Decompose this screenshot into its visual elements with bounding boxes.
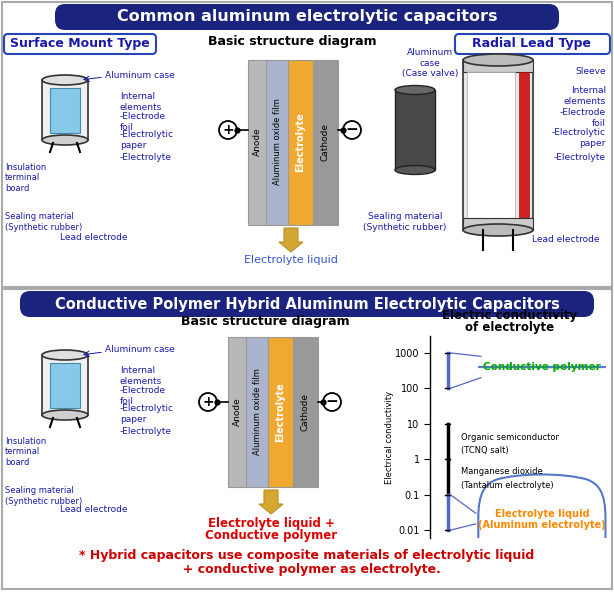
Text: Conductive polymer: Conductive polymer: [205, 529, 337, 542]
FancyBboxPatch shape: [4, 34, 156, 54]
Ellipse shape: [42, 410, 88, 420]
Text: Electrolyte liquid +: Electrolyte liquid +: [208, 516, 335, 529]
Text: Sleeve: Sleeve: [575, 67, 606, 76]
Text: Electrolyte: Electrolyte: [295, 112, 305, 172]
Ellipse shape: [463, 54, 533, 66]
Text: -Electrolyte: -Electrolyte: [554, 153, 606, 162]
Text: Insulation
terminal
board: Insulation terminal board: [5, 437, 46, 467]
Text: -Electrolyte: -Electrolyte: [120, 426, 172, 436]
Text: -Electrolytic
paper: -Electrolytic paper: [552, 128, 606, 147]
Ellipse shape: [395, 166, 435, 175]
Text: Electrolyte liquid: Electrolyte liquid: [244, 255, 338, 265]
Text: +: +: [222, 123, 234, 137]
Text: -Electrode
foil: -Electrode foil: [120, 112, 166, 131]
Text: Cathode: Cathode: [300, 393, 309, 431]
Text: Radial Lead Type: Radial Lead Type: [473, 37, 591, 50]
Text: -Electrolytic
paper: -Electrolytic paper: [120, 130, 174, 150]
Bar: [395, 90, 435, 170]
Text: −: −: [325, 394, 338, 410]
Bar: [42, 355, 88, 415]
Text: Common aluminum electrolytic capacitors: Common aluminum electrolytic capacitors: [117, 9, 497, 24]
Text: Aluminum
case
(Case valve): Aluminum case (Case valve): [402, 48, 458, 78]
Text: −: −: [346, 123, 359, 137]
Text: Internal
elements: Internal elements: [120, 92, 162, 112]
Y-axis label: Electrical conductivity: Electrical conductivity: [385, 391, 394, 484]
Text: Lead electrode: Lead electrode: [60, 233, 128, 242]
Bar: [2, 289, 612, 589]
Text: Aluminum oxide film: Aluminum oxide film: [273, 98, 281, 185]
Text: Lead electrode: Lead electrode: [60, 506, 128, 514]
Ellipse shape: [395, 85, 435, 95]
Text: Anode: Anode: [252, 128, 262, 156]
Text: (TCNQ salt): (TCNQ salt): [460, 446, 508, 455]
Bar: [42, 80, 88, 140]
Text: Organic semiconductor: Organic semiconductor: [460, 433, 559, 442]
Ellipse shape: [463, 224, 533, 236]
Text: Electrolyte: Electrolyte: [275, 382, 285, 442]
Text: Aluminum case: Aluminum case: [105, 70, 175, 79]
Text: Internal
elements: Internal elements: [120, 366, 162, 386]
Text: (Tantalum electrolyte): (Tantalum electrolyte): [460, 481, 553, 490]
Bar: [248, 60, 266, 225]
Text: + conductive polymer as electrolyte.: + conductive polymer as electrolyte.: [174, 562, 440, 575]
Text: Anode: Anode: [233, 398, 241, 426]
Text: Sealing material
(Synthetic rubber): Sealing material (Synthetic rubber): [5, 486, 82, 506]
Bar: [463, 60, 533, 230]
Bar: [266, 60, 288, 225]
Text: (Aluminum electrolyte): (Aluminum electrolyte): [478, 520, 605, 530]
FancyBboxPatch shape: [455, 34, 610, 54]
Text: of electrolyte: of electrolyte: [465, 321, 554, 334]
Bar: [228, 337, 246, 487]
Bar: [463, 60, 533, 72]
Text: -Electrolyte: -Electrolyte: [120, 153, 172, 162]
Text: Cathode: Cathode: [321, 123, 330, 161]
Bar: [467, 72, 515, 218]
Text: -Electrode
foil: -Electrode foil: [560, 108, 606, 128]
Bar: [519, 72, 529, 218]
Text: Basic structure diagram: Basic structure diagram: [181, 316, 349, 329]
Text: Surface Mount Type: Surface Mount Type: [10, 37, 150, 50]
Text: * Hybrid capacitors use composite materials of electrolytic liquid: * Hybrid capacitors use composite materi…: [79, 549, 535, 561]
Ellipse shape: [42, 350, 88, 360]
Bar: [268, 337, 293, 487]
Text: +: +: [202, 395, 214, 409]
Bar: [313, 60, 338, 225]
Ellipse shape: [42, 75, 88, 85]
FancyBboxPatch shape: [55, 4, 559, 30]
Text: Internal
elements: Internal elements: [564, 86, 606, 106]
Text: Insulation
terminal
board: Insulation terminal board: [5, 163, 46, 193]
Bar: [293, 337, 318, 487]
Text: Aluminum case: Aluminum case: [105, 346, 175, 355]
Bar: [288, 60, 313, 225]
Text: Sealing material
(Synthetic rubber): Sealing material (Synthetic rubber): [5, 213, 82, 231]
Bar: [2, 2, 612, 287]
Text: Manganese dioxide: Manganese dioxide: [460, 467, 542, 476]
Text: Lead electrode: Lead electrode: [532, 236, 600, 244]
Bar: [50, 363, 80, 408]
FancyBboxPatch shape: [20, 291, 594, 317]
Bar: [463, 218, 533, 230]
Text: Conductive Polymer Hybrid Aluminum Electrolytic Capacitors: Conductive Polymer Hybrid Aluminum Elect…: [55, 297, 559, 311]
FancyArrow shape: [259, 490, 283, 514]
Text: Conductive polymer: Conductive polymer: [483, 362, 600, 372]
Text: Electric conductivity: Electric conductivity: [443, 310, 578, 323]
Text: Basic structure diagram: Basic structure diagram: [208, 36, 376, 49]
Text: -Electrolytic
paper: -Electrolytic paper: [120, 404, 174, 424]
Text: -Electrode
foil: -Electrode foil: [120, 387, 166, 406]
Bar: [246, 337, 268, 487]
Text: Aluminum oxide film: Aluminum oxide film: [252, 369, 262, 455]
Ellipse shape: [42, 135, 88, 145]
FancyArrow shape: [279, 228, 303, 252]
Bar: [50, 88, 80, 133]
Text: Electrolyte liquid: Electrolyte liquid: [494, 509, 589, 519]
Text: Sealing material
(Synthetic rubber): Sealing material (Synthetic rubber): [363, 213, 447, 231]
